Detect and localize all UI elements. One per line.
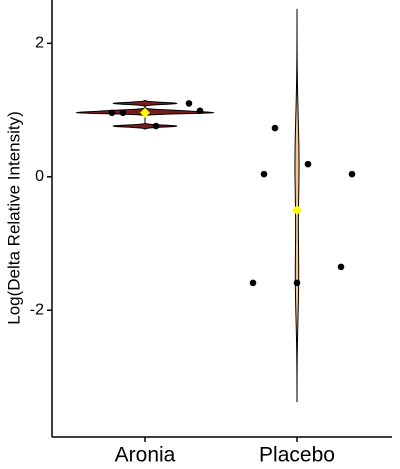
mean-marker	[140, 107, 150, 118]
data-point	[293, 279, 301, 287]
data-point	[196, 107, 204, 115]
y-axis-label: Log(Delta Relative Intensity)	[4, 111, 23, 325]
data-point	[271, 124, 279, 132]
x-tick-label: Placebo	[259, 444, 335, 467]
y-tick-label: 0	[35, 168, 44, 185]
data-point	[185, 100, 193, 107]
data-point	[119, 109, 127, 117]
x-tick-label: Aronia	[115, 444, 176, 467]
mean-marker	[292, 205, 302, 216]
data-point	[348, 170, 356, 178]
y-tick-label: 2	[35, 35, 44, 52]
data-point	[304, 160, 312, 168]
data-point	[152, 122, 160, 130]
data-point	[260, 170, 268, 178]
data-point	[337, 263, 345, 271]
data-point	[249, 279, 257, 287]
y-tick-label: -2	[30, 301, 44, 318]
data-point	[108, 109, 116, 117]
